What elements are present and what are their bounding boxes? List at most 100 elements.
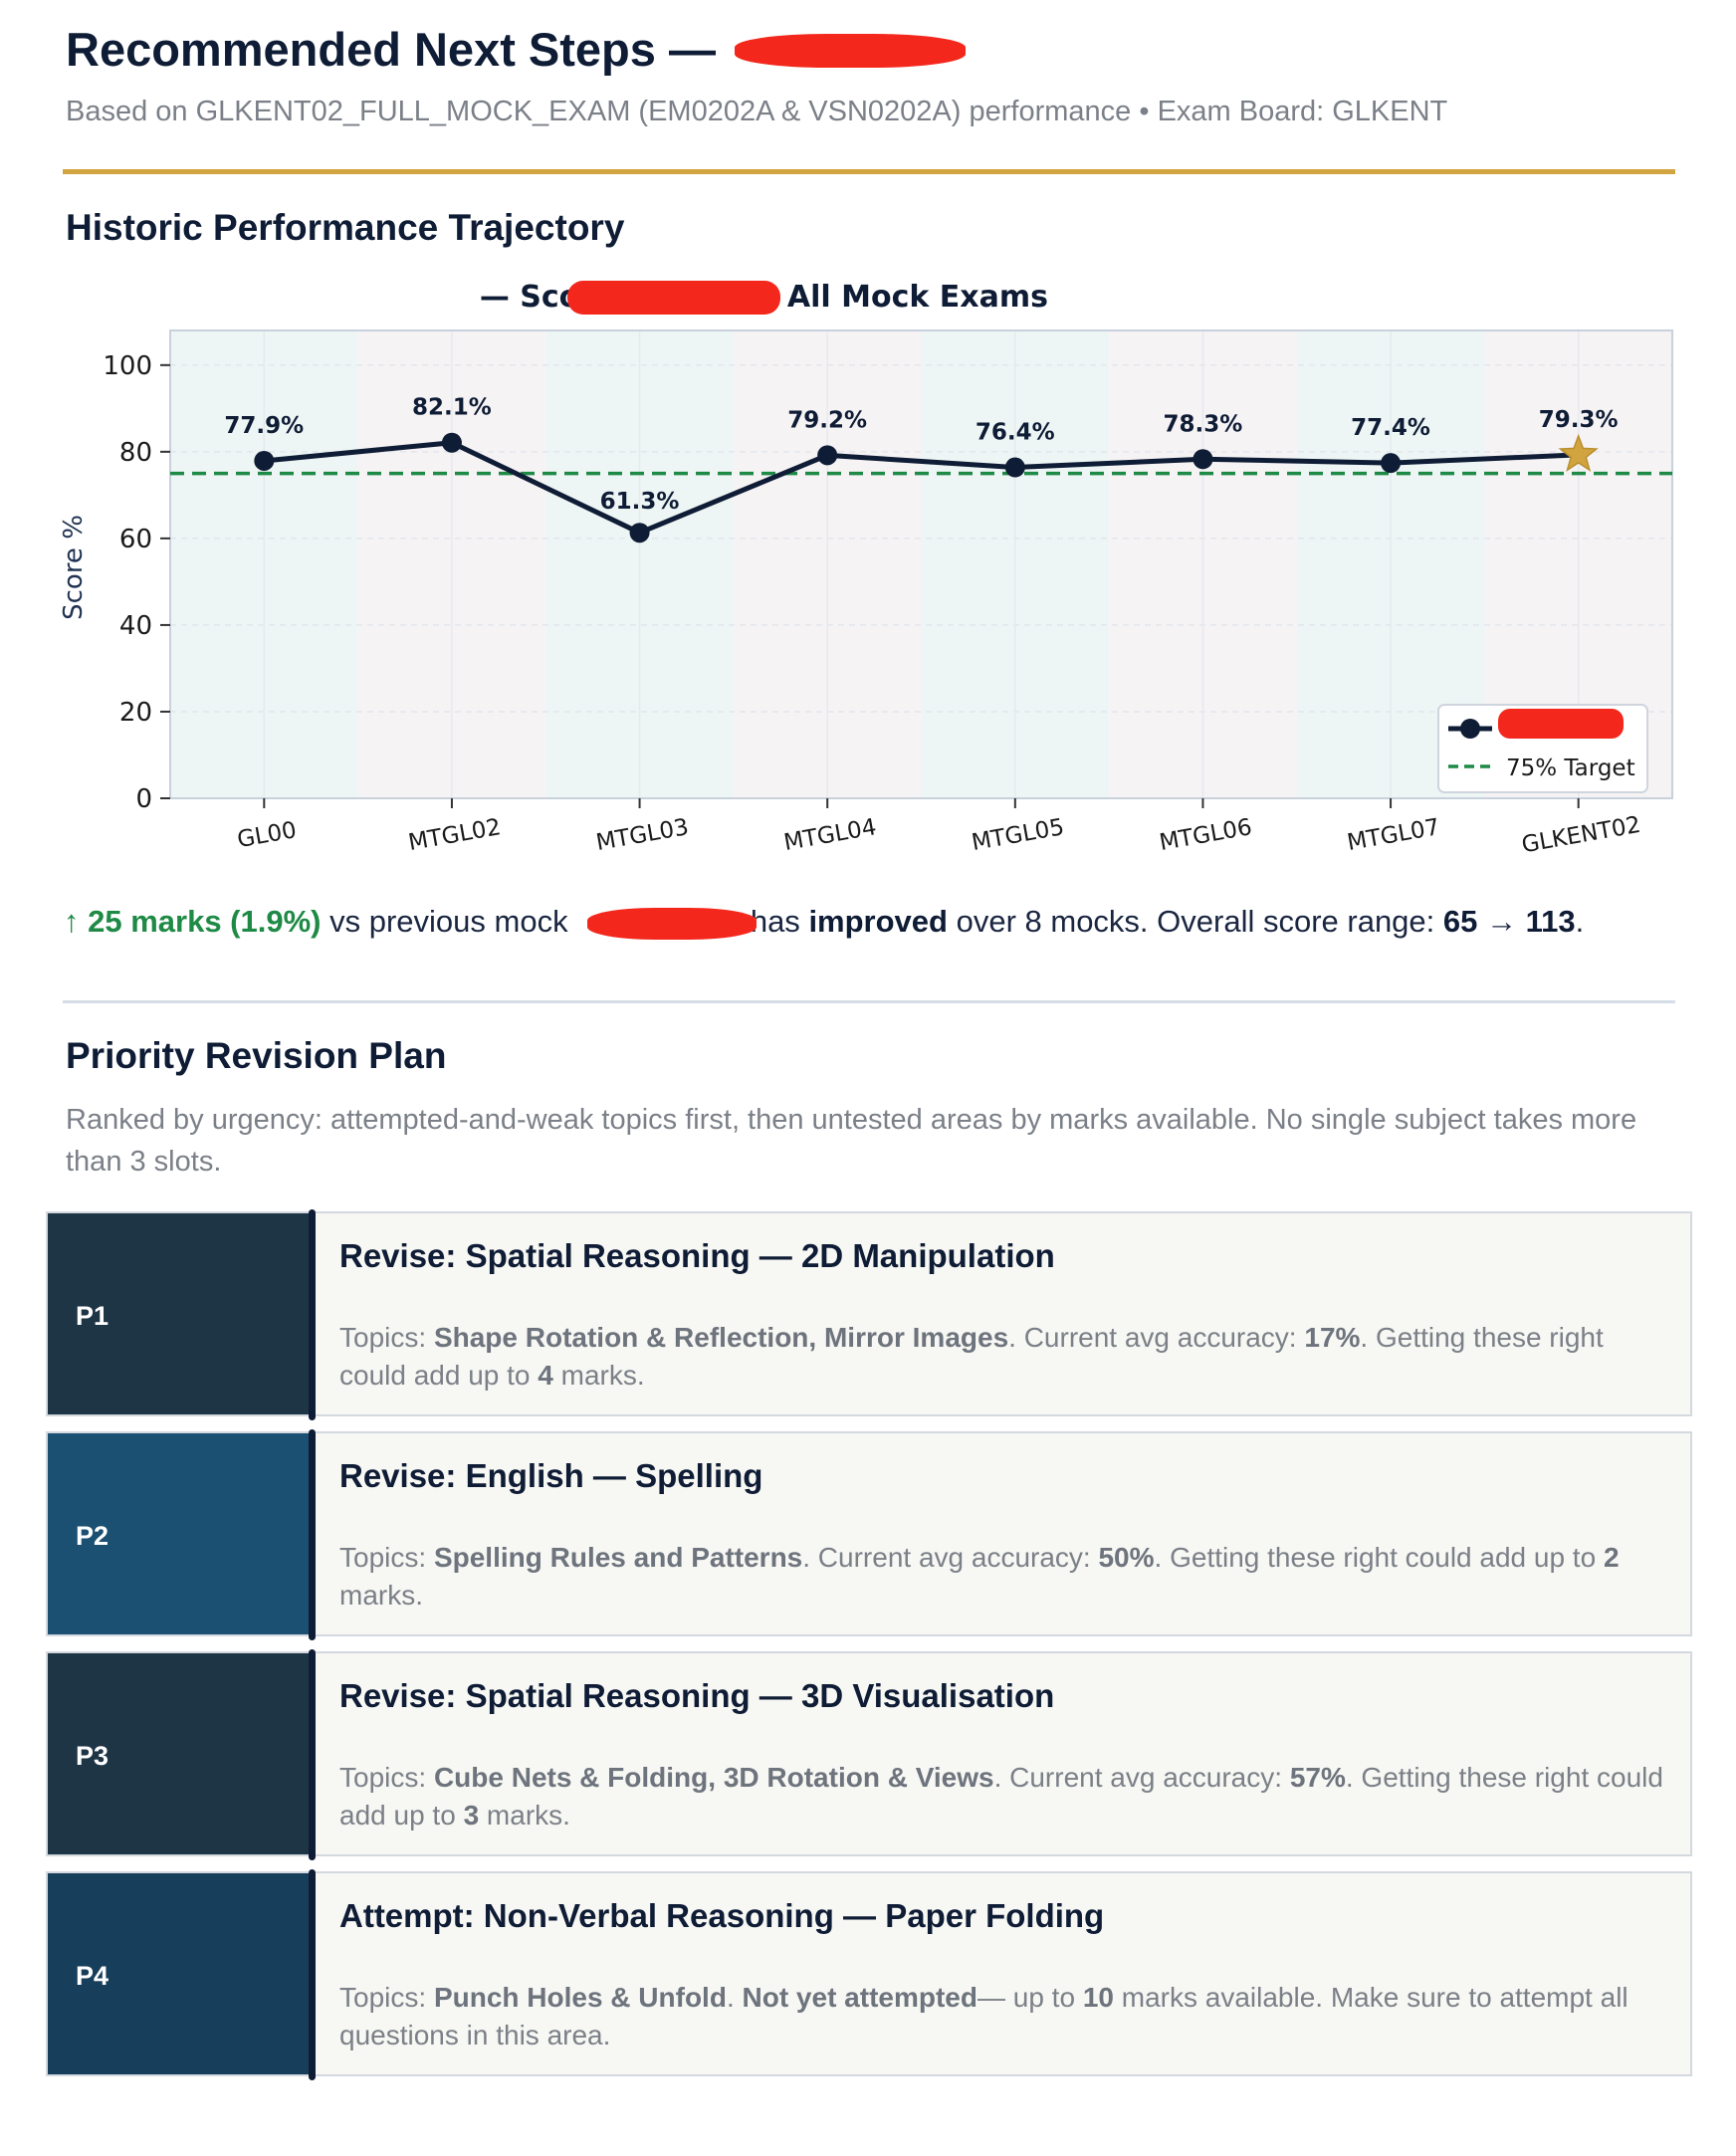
- plot-frame: [169, 329, 1673, 799]
- page-title: Recommended Next Steps —: [66, 23, 716, 76]
- marks-value: 2: [1603, 1542, 1620, 1573]
- section-divider: [63, 1000, 1675, 1003]
- topics-label: Topics:: [339, 1542, 427, 1573]
- score-delta: ↑ 25 marks (1.9%): [64, 904, 322, 939]
- x-tick-label: MTGL05: [970, 814, 1066, 856]
- priority-card: P3 Revise: Spatial Reasoning — 3D Visuali…: [46, 1649, 1692, 1860]
- summary-improved: improved: [808, 904, 948, 939]
- chart-svg: — Score % Across All Mock Exams020406080…: [59, 280, 1673, 858]
- accuracy-label: .: [726, 1982, 735, 2013]
- y-tick-label: 60: [119, 525, 152, 554]
- card-body: Topics: Shape Rotation & Reflection, Mir…: [339, 1319, 1663, 1395]
- priority-card: P4 Attempt: Non-Verbal Reasoning — Paper …: [46, 1869, 1692, 2080]
- x-tick-label: MTGL03: [594, 814, 691, 856]
- header-divider: [63, 169, 1675, 174]
- topics-list: Cube Nets & Folding, 3D Rotation & Views: [433, 1762, 994, 1793]
- range-high: 113: [1525, 904, 1576, 939]
- x-tick-label: MTGL06: [1158, 814, 1254, 856]
- summary-end: .: [1575, 904, 1585, 939]
- summary-over: over 8 mocks. Overall score range:: [956, 904, 1435, 939]
- star-marker: [1558, 433, 1599, 473]
- gain-label: . Getting these right could add up to: [339, 1322, 1604, 1391]
- plan-heading: Priority Revision Plan: [66, 1035, 447, 1076]
- topics-label: Topics:: [339, 1982, 427, 2013]
- legend-target-label: 75% Target: [1506, 755, 1635, 781]
- y-tick-label: 20: [119, 698, 152, 728]
- priority-rank: P3: [76, 1741, 109, 1771]
- card-accent-bar: [309, 1649, 316, 1860]
- data-point: [441, 432, 462, 453]
- topics-label: Topics:: [339, 1322, 427, 1353]
- x-tick-label: GL00: [235, 817, 299, 853]
- priority-card: P1 Revise: Spatial Reasoning — 2D Manipul…: [46, 1209, 1692, 1420]
- trajectory-summary: ↑ 25 marks (1.9%) vs previous mock has i…: [64, 904, 1584, 940]
- data-point: [629, 523, 650, 543]
- y-tick-label: 100: [103, 351, 152, 381]
- x-tick-label: MTGL07: [1345, 814, 1441, 856]
- priority-rank: P1: [76, 1301, 109, 1331]
- marks-value: 4: [538, 1360, 553, 1391]
- performance-chart: — Score % Across All Mock Exams020406080…: [40, 269, 1712, 876]
- marks-value: 10: [1082, 1982, 1114, 2013]
- card-body: Topics: Cube Nets & Folding, 3D Rotation…: [339, 1759, 1663, 1834]
- gain-label: . Getting these right could add up to: [339, 1762, 1663, 1831]
- data-point: [254, 450, 275, 471]
- topics-list: Punch Holes & Unfold: [433, 1982, 727, 2013]
- data-point: [1193, 449, 1213, 470]
- gain-label: . Getting these right could add up to: [1154, 1542, 1597, 1573]
- marks-tail: marks.: [560, 1360, 645, 1391]
- data-label: 77.9%: [224, 413, 304, 439]
- range-arrow: →: [1486, 904, 1518, 939]
- redaction-mark: [1498, 709, 1624, 739]
- marks-tail: marks available. Make sure to attempt al…: [339, 1982, 1628, 2050]
- y-tick-label: 40: [119, 611, 152, 641]
- card-title: Revise: Spatial Reasoning — 2D Manipulat…: [339, 1237, 1055, 1274]
- data-label: 78.3%: [1164, 411, 1243, 437]
- priority-rank: P2: [76, 1521, 109, 1551]
- redaction-mark: [587, 908, 757, 940]
- accuracy-value: Not yet attempted: [742, 1982, 977, 2013]
- topics-list: Spelling Rules and Patterns: [433, 1542, 803, 1573]
- y-tick-label: 0: [135, 784, 152, 814]
- card-title: Attempt: Non-Verbal Reasoning — Paper Fo…: [339, 1897, 1105, 1934]
- data-label: 61.3%: [600, 489, 680, 515]
- card-accent-bar: [309, 1869, 316, 2080]
- card-body: Topics: Spelling Rules and Patterns. Cur…: [339, 1539, 1663, 1615]
- topics-label: Topics:: [339, 1762, 427, 1793]
- data-label: 82.1%: [412, 395, 492, 421]
- range-low: 65: [1442, 904, 1478, 939]
- x-tick-label: MTGL02: [406, 814, 503, 856]
- x-tick-label: MTGL04: [782, 814, 879, 856]
- accuracy-value: 17%: [1304, 1322, 1361, 1353]
- series-line: [264, 440, 1579, 536]
- summary-has: has: [750, 904, 800, 939]
- card-title: Revise: Spatial Reasoning — 3D Visualisa…: [339, 1677, 1055, 1714]
- data-label: 77.4%: [1351, 415, 1430, 441]
- accuracy-label: . Current avg accuracy:: [802, 1542, 1091, 1573]
- priority-card: P2 Revise: English — Spelling Topics: Spel…: [46, 1429, 1692, 1640]
- redaction-mark: [735, 34, 966, 68]
- card-accent-bar: [309, 1209, 316, 1420]
- legend-series-marker: [1460, 719, 1480, 739]
- priority-badge: P1: [48, 1213, 313, 1414]
- data-point: [817, 445, 838, 466]
- priority-badge: P2: [48, 1433, 313, 1634]
- redaction-mark: [567, 281, 780, 315]
- accuracy-value: 50%: [1098, 1542, 1155, 1573]
- card-body: Topics: Punch Holes & Unfold. Not yet at…: [339, 1979, 1663, 2054]
- data-label: 76.4%: [976, 420, 1055, 446]
- summary-vs: vs previous mock: [329, 904, 568, 939]
- marks-tail: marks.: [339, 1580, 423, 1611]
- plan-description: Ranked by urgency: attempted-and-weak to…: [66, 1104, 1637, 1178]
- topics-list: Shape Rotation & Reflection, Mirror Imag…: [433, 1322, 1009, 1353]
- accuracy-value: 57%: [1289, 1762, 1346, 1793]
- data-point: [1381, 453, 1402, 474]
- accuracy-label: . Current avg accuracy:: [993, 1762, 1283, 1793]
- y-tick-label: 80: [119, 438, 152, 468]
- priority-badge: P4: [48, 1873, 313, 2074]
- marks-tail: marks.: [486, 1800, 570, 1831]
- data-label: 79.2%: [787, 407, 867, 433]
- data-label: 79.3%: [1539, 407, 1619, 433]
- trajectory-heading: Historic Performance Trajectory: [66, 207, 625, 248]
- page-subtitle: Based on GLKENT02_FULL_MOCK_EXAM (EM0202…: [66, 96, 1448, 127]
